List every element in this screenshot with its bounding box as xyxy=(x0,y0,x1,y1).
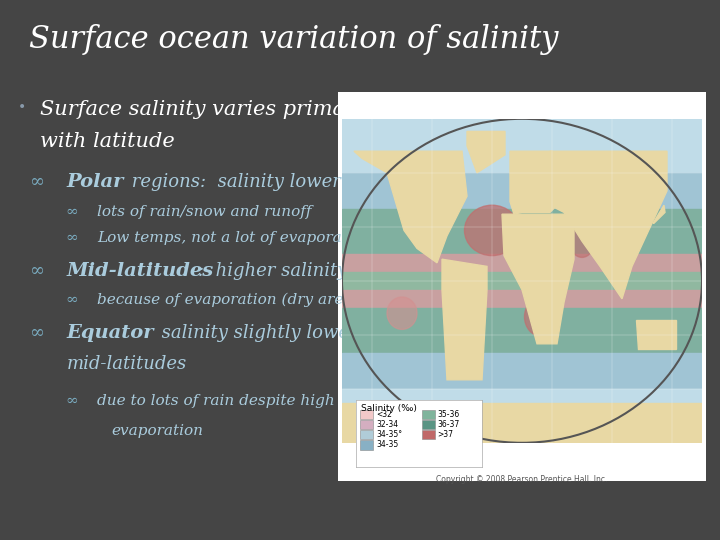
Text: <32: <32 xyxy=(376,410,392,419)
Text: 34-35: 34-35 xyxy=(376,440,398,449)
Polygon shape xyxy=(342,290,702,308)
Polygon shape xyxy=(653,205,665,223)
Ellipse shape xyxy=(342,119,702,443)
Text: mid-latitudes: mid-latitudes xyxy=(66,355,186,373)
Text: Surface salinity varies primarily: Surface salinity varies primarily xyxy=(40,100,379,119)
Text: ∞: ∞ xyxy=(30,173,51,191)
Text: due to lots of rain despite high: due to lots of rain despite high xyxy=(97,394,335,408)
Text: Equator: Equator xyxy=(66,324,154,342)
Polygon shape xyxy=(354,151,467,263)
Text: ∞: ∞ xyxy=(30,262,51,280)
Text: 32-34: 32-34 xyxy=(376,420,398,429)
FancyBboxPatch shape xyxy=(360,410,373,419)
Polygon shape xyxy=(502,214,574,344)
Polygon shape xyxy=(342,308,702,353)
Text: evaporation: evaporation xyxy=(112,424,204,438)
Polygon shape xyxy=(467,131,505,173)
Polygon shape xyxy=(442,259,487,380)
Text: •: • xyxy=(18,100,26,114)
Text: ∞: ∞ xyxy=(66,231,84,245)
Text: lots of rain/snow and runoff: lots of rain/snow and runoff xyxy=(97,205,312,219)
Text: ∞: ∞ xyxy=(30,324,51,342)
Polygon shape xyxy=(342,209,702,254)
Polygon shape xyxy=(342,272,702,290)
Ellipse shape xyxy=(387,297,417,329)
Ellipse shape xyxy=(464,205,520,255)
Text: :  higher salinity: : higher salinity xyxy=(198,262,347,280)
Text: :  salinity slightly lower than: : salinity slightly lower than xyxy=(144,324,405,342)
FancyBboxPatch shape xyxy=(360,440,373,449)
FancyBboxPatch shape xyxy=(422,430,435,440)
Polygon shape xyxy=(550,151,667,299)
Polygon shape xyxy=(342,119,702,173)
Text: ∞: ∞ xyxy=(66,394,84,408)
Polygon shape xyxy=(342,403,702,443)
Text: 35-36: 35-36 xyxy=(438,410,460,419)
Text: regions:  salinity lower: regions: salinity lower xyxy=(126,173,341,191)
Polygon shape xyxy=(342,173,702,209)
Polygon shape xyxy=(342,389,702,443)
Text: Surface ocean variation of salinity: Surface ocean variation of salinity xyxy=(29,24,558,55)
Text: Copyright © 2008 Pearson Prentice Hall, Inc.: Copyright © 2008 Pearson Prentice Hall, … xyxy=(436,475,608,484)
Text: with latitude: with latitude xyxy=(40,132,174,151)
Text: ∞: ∞ xyxy=(66,293,84,307)
Text: Low temps, not a lot of evaporation: Low temps, not a lot of evaporation xyxy=(97,231,372,245)
Polygon shape xyxy=(342,254,702,290)
Text: Mid-latitudes: Mid-latitudes xyxy=(66,262,214,280)
FancyBboxPatch shape xyxy=(422,410,435,419)
Text: >37: >37 xyxy=(438,430,454,439)
Text: 34-35°: 34-35° xyxy=(376,430,402,439)
Polygon shape xyxy=(342,353,702,389)
Polygon shape xyxy=(636,320,676,349)
Text: 36-37: 36-37 xyxy=(438,420,460,429)
FancyBboxPatch shape xyxy=(360,430,373,440)
Ellipse shape xyxy=(570,225,595,258)
Text: because of evaporation (dry areas): because of evaporation (dry areas) xyxy=(97,293,366,307)
FancyBboxPatch shape xyxy=(338,92,706,481)
Text: Salinity (‰): Salinity (‰) xyxy=(361,404,418,413)
Text: Polar: Polar xyxy=(66,173,124,191)
FancyBboxPatch shape xyxy=(422,420,435,429)
Text: ∞: ∞ xyxy=(66,205,84,219)
Polygon shape xyxy=(510,151,557,214)
Ellipse shape xyxy=(524,297,559,336)
FancyBboxPatch shape xyxy=(360,420,373,429)
